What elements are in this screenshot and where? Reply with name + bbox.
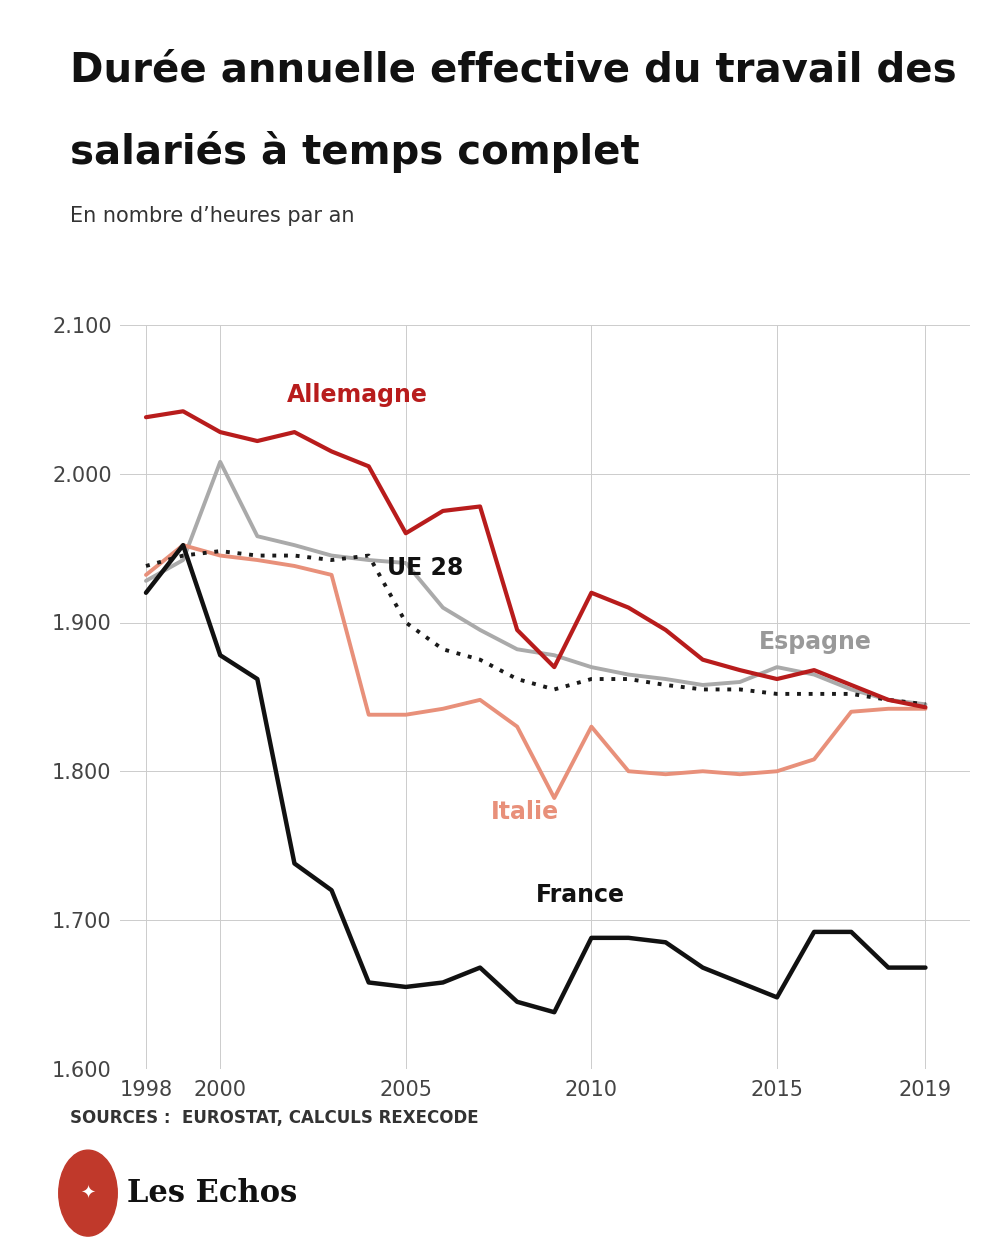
Text: Italie: Italie — [491, 800, 559, 824]
Text: Les Echos: Les Echos — [127, 1179, 297, 1209]
Text: ✦: ✦ — [80, 1184, 96, 1202]
Text: Durée annuelle effective du travail des: Durée annuelle effective du travail des — [70, 50, 957, 90]
Text: salariés à temps complet: salariés à temps complet — [70, 131, 640, 174]
Text: UE 28: UE 28 — [387, 556, 464, 580]
Ellipse shape — [59, 1150, 117, 1236]
Text: France: France — [536, 884, 625, 908]
Text: En nombre d’heures par an: En nombre d’heures par an — [70, 206, 354, 226]
Text: Allemagne: Allemagne — [287, 384, 428, 408]
Text: Espagne: Espagne — [758, 630, 871, 654]
Text: SOURCES :  EUROSTAT, CALCULS REXECODE: SOURCES : EUROSTAT, CALCULS REXECODE — [70, 1110, 479, 1128]
